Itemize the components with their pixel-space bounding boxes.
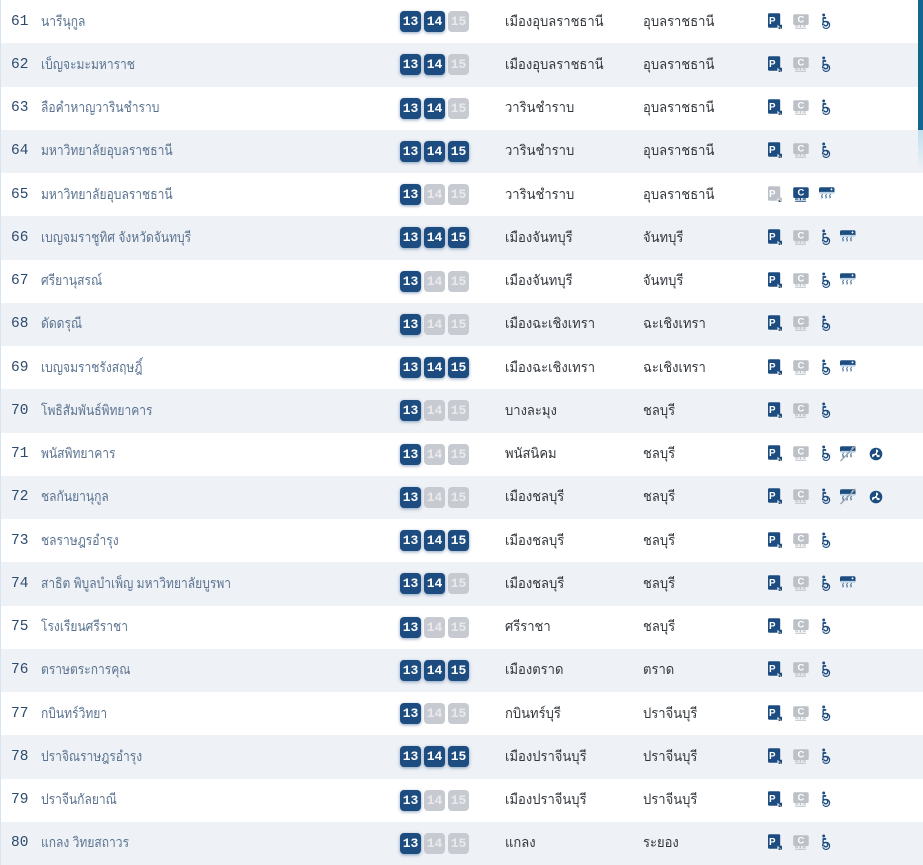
- svg-text:P: P: [769, 664, 776, 675]
- svg-text:✦: ✦: [851, 576, 855, 581]
- svg-text:✦: ✦: [851, 230, 855, 235]
- svg-text:C: C: [797, 836, 804, 847]
- svg-text:P: P: [769, 102, 776, 113]
- svg-text:P: P: [769, 145, 776, 156]
- svg-text:P: P: [769, 318, 776, 329]
- svg-text:P: P: [769, 578, 776, 589]
- svg-text:P: P: [769, 361, 776, 372]
- svg-text:✦: ✦: [851, 273, 855, 278]
- svg-text:P: P: [769, 405, 776, 416]
- svg-text:C: C: [797, 274, 804, 285]
- svg-text:P: P: [769, 491, 776, 502]
- svg-text:C: C: [797, 317, 804, 328]
- svg-text:C: C: [797, 231, 804, 242]
- svg-text:P: P: [769, 707, 776, 718]
- svg-text:C: C: [797, 447, 804, 458]
- svg-text:P: P: [769, 534, 776, 545]
- svg-text:C: C: [797, 706, 804, 717]
- svg-text:✦: ✦: [830, 187, 834, 192]
- svg-text:P: P: [769, 621, 776, 632]
- svg-text:C: C: [797, 620, 804, 631]
- svg-text:P: P: [769, 794, 776, 805]
- svg-text:P: P: [769, 275, 776, 286]
- svg-text:P: P: [769, 837, 776, 848]
- svg-text:C: C: [797, 577, 804, 588]
- svg-text:✦: ✦: [851, 360, 855, 365]
- svg-text:C: C: [797, 750, 804, 761]
- svg-text:P: P: [769, 188, 776, 199]
- svg-text:P: P: [769, 15, 776, 26]
- svg-text:C: C: [797, 58, 804, 69]
- svg-text:P: P: [769, 751, 776, 762]
- svg-text:C: C: [797, 101, 804, 112]
- svg-text:C: C: [797, 14, 804, 25]
- svg-text:C: C: [797, 187, 804, 198]
- svg-text:C: C: [797, 663, 804, 674]
- svg-text:C: C: [797, 793, 804, 804]
- svg-text:C: C: [797, 533, 804, 544]
- svg-text:C: C: [797, 360, 804, 371]
- svg-text:C: C: [797, 490, 804, 501]
- svg-text:P: P: [769, 59, 776, 70]
- svg-text:P: P: [769, 232, 776, 243]
- svg-text:C: C: [797, 404, 804, 415]
- svg-text:P: P: [769, 448, 776, 459]
- svg-text:C: C: [797, 144, 804, 155]
